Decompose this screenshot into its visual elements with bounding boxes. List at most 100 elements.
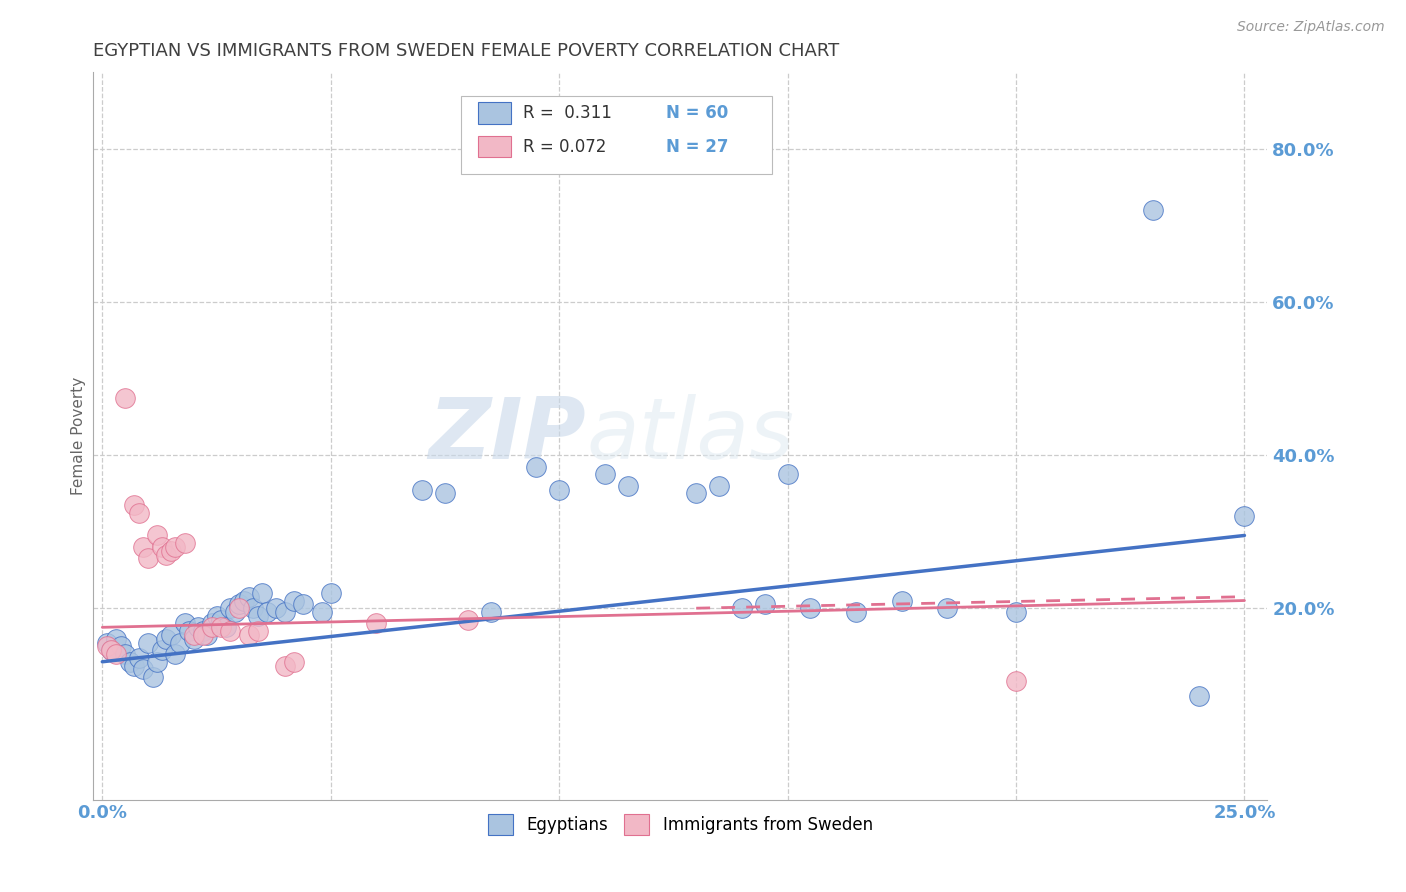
Point: [845, 605, 868, 619]
Point: [366, 616, 388, 631]
Point: [173, 616, 195, 631]
Point: [283, 655, 305, 669]
Text: N = 27: N = 27: [666, 137, 728, 155]
Text: R = 0.072: R = 0.072: [523, 137, 606, 155]
Point: [256, 605, 278, 619]
Point: [132, 540, 155, 554]
Point: [150, 540, 173, 554]
Point: [233, 593, 256, 607]
Legend: Egyptians, Immigrants from Sweden: Egyptians, Immigrants from Sweden: [488, 814, 873, 835]
Point: [274, 658, 297, 673]
Point: [479, 605, 502, 619]
Point: [548, 483, 571, 497]
Point: [96, 635, 118, 649]
Point: [183, 632, 205, 646]
Point: [292, 598, 315, 612]
Point: [209, 613, 232, 627]
Point: [187, 620, 209, 634]
Point: [128, 506, 150, 520]
Point: [1005, 605, 1028, 619]
Point: [219, 624, 242, 639]
Point: [707, 479, 730, 493]
Point: [274, 605, 297, 619]
FancyBboxPatch shape: [461, 95, 772, 174]
Point: [242, 601, 264, 615]
Point: [411, 483, 433, 497]
Point: [1142, 203, 1164, 218]
Point: [457, 613, 479, 627]
Y-axis label: Female Poverty: Female Poverty: [72, 376, 86, 495]
Point: [155, 632, 177, 646]
Point: [191, 628, 214, 642]
FancyBboxPatch shape: [478, 103, 512, 124]
Point: [136, 551, 159, 566]
Point: [205, 608, 228, 623]
Text: Source: ZipAtlas.com: Source: ZipAtlas.com: [1237, 20, 1385, 34]
Point: [209, 620, 232, 634]
Point: [524, 459, 547, 474]
Text: R =  0.311: R = 0.311: [523, 104, 612, 122]
Point: [264, 601, 287, 615]
Point: [169, 635, 191, 649]
Point: [1188, 689, 1211, 703]
Point: [754, 598, 776, 612]
Point: [142, 670, 165, 684]
Point: [433, 486, 456, 500]
Text: ZIP: ZIP: [429, 394, 586, 477]
Point: [319, 586, 342, 600]
Point: [776, 467, 799, 482]
Point: [118, 655, 141, 669]
Point: [201, 620, 224, 634]
Point: [124, 658, 146, 673]
Point: [179, 624, 201, 639]
Point: [165, 647, 187, 661]
Point: [150, 643, 173, 657]
Point: [799, 601, 821, 615]
Point: [201, 616, 224, 631]
Text: atlas: atlas: [586, 394, 794, 477]
Point: [616, 479, 638, 493]
Point: [191, 624, 214, 639]
Point: [685, 486, 707, 500]
Point: [1005, 673, 1028, 688]
Point: [155, 548, 177, 562]
Point: [283, 593, 305, 607]
Point: [228, 598, 250, 612]
Point: [890, 593, 912, 607]
Point: [128, 651, 150, 665]
Point: [197, 628, 219, 642]
Point: [146, 528, 169, 542]
Point: [593, 467, 616, 482]
Point: [224, 605, 246, 619]
Point: [228, 601, 250, 615]
Point: [136, 635, 159, 649]
Point: [215, 620, 238, 634]
Point: [183, 628, 205, 642]
FancyBboxPatch shape: [478, 136, 512, 158]
Point: [311, 605, 333, 619]
Point: [250, 586, 273, 600]
Point: [165, 540, 187, 554]
Point: [1233, 509, 1256, 524]
Point: [114, 391, 136, 405]
Point: [936, 601, 959, 615]
Point: [238, 628, 260, 642]
Point: [146, 655, 169, 669]
Point: [219, 601, 242, 615]
Text: EGYPTIAN VS IMMIGRANTS FROM SWEDEN FEMALE POVERTY CORRELATION CHART: EGYPTIAN VS IMMIGRANTS FROM SWEDEN FEMAL…: [93, 42, 839, 60]
Point: [132, 662, 155, 676]
Point: [731, 601, 754, 615]
Point: [96, 640, 118, 654]
Point: [100, 643, 122, 657]
Point: [246, 608, 269, 623]
Point: [238, 590, 260, 604]
Text: N = 60: N = 60: [666, 104, 728, 122]
Point: [100, 643, 122, 657]
Point: [110, 640, 132, 654]
Point: [105, 647, 128, 661]
Point: [160, 628, 183, 642]
Point: [124, 498, 146, 512]
Point: [114, 647, 136, 661]
Point: [246, 624, 269, 639]
Point: [105, 632, 128, 646]
